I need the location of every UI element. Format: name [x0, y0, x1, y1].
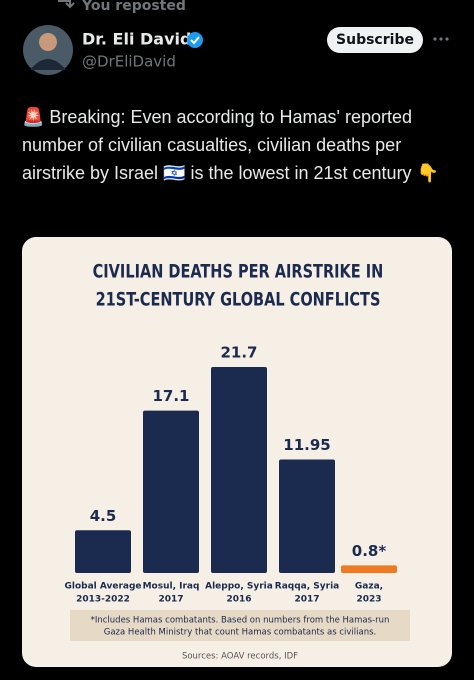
- value-label: 17.1: [152, 387, 189, 405]
- verified-badge: [187, 32, 203, 48]
- x-tick-label: 2013-2022: [76, 595, 130, 605]
- tweet-text: 🚨 Breaking: Even according to Hamas' rep…: [22, 107, 439, 183]
- repost-icon: [58, 0, 75, 9]
- chart: CIVILIAN DEATHS PER AIRSTRIKE IN 21ST-CEN…: [64, 261, 410, 662]
- x-tick-label: Aleppo, Syria: [205, 582, 273, 592]
- bar: [75, 530, 131, 573]
- x-tick-label: 2016: [226, 595, 251, 605]
- x-tick-label: 2023: [356, 595, 381, 605]
- avatar-body: [30, 59, 66, 70]
- author-name[interactable]: Dr. Eli David: [82, 30, 191, 49]
- x-tick-label: Mosul, Iraq: [143, 582, 200, 592]
- x-tick-label: 2017: [294, 595, 319, 605]
- subscribe-button[interactable]: [327, 27, 423, 53]
- repost-label: You reposted: [81, 0, 186, 14]
- bar: [341, 565, 397, 573]
- footnote-box: [70, 610, 410, 641]
- verified-check: [190, 36, 200, 45]
- chart-title: 21ST-CENTURY GLOBAL CONFLICTS: [96, 289, 381, 311]
- x-tick-label: Gaza,: [355, 582, 383, 592]
- subscribe-label[interactable]: Subscribe: [336, 32, 414, 48]
- source: Sources: AOAV records, IDF: [182, 652, 298, 662]
- value-label: 11.95: [283, 436, 330, 454]
- chart-title: CIVILIAN DEATHS PER AIRSTRIKE IN: [93, 261, 384, 283]
- footnote: *Includes Hamas combatants. Based on num…: [91, 616, 390, 626]
- author-handle[interactable]: @DrEliDavid: [82, 53, 176, 71]
- footnote: Gaza Health Ministry that count Hamas co…: [104, 628, 376, 638]
- value-label: 0.8*: [352, 542, 387, 560]
- value-label: 4.5: [90, 507, 117, 525]
- x-tick-label: Global Average: [64, 582, 141, 592]
- avatar-face: [39, 33, 57, 51]
- bar: [279, 459, 335, 573]
- value-label: 21.7: [220, 344, 257, 362]
- bar: [143, 410, 199, 573]
- more-menu[interactable]: [433, 37, 449, 41]
- x-tick-label: 2017: [158, 595, 183, 605]
- bar: [211, 367, 267, 573]
- x-tick-label: Raqqa, Syria: [275, 582, 339, 592]
